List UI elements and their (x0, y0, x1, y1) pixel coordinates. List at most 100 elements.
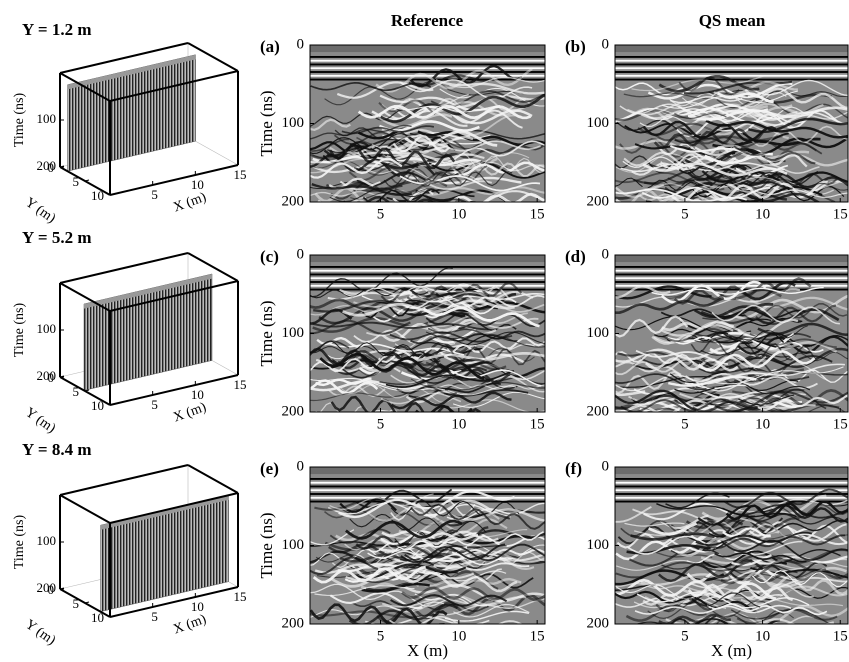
reflection (388, 615, 523, 624)
x-tick-label: 5 (377, 206, 385, 222)
column-title: Reference (391, 11, 464, 30)
reflection (651, 286, 824, 296)
x-tick-label: 15 (833, 416, 848, 432)
y-tick (109, 193, 115, 196)
reflection (704, 534, 846, 549)
reflection (450, 160, 545, 178)
reflection (636, 591, 810, 609)
reflection (451, 548, 545, 556)
reflection (673, 277, 812, 305)
reflection (428, 198, 496, 202)
cube-edge (109, 280, 239, 312)
cube-edge (109, 374, 239, 406)
reflection (343, 283, 496, 297)
reflection (434, 363, 545, 381)
reflection (378, 623, 379, 624)
reflection (427, 143, 545, 163)
reflection (662, 327, 743, 343)
reflection (644, 357, 739, 372)
reflection (359, 566, 456, 583)
air-band (310, 255, 545, 263)
reflection (725, 294, 848, 320)
y-tick (109, 403, 115, 406)
x-tick-label: 15 (234, 589, 247, 604)
x-tick-label: 10 (755, 416, 770, 432)
reflection (310, 118, 351, 132)
y-axis-title: Time (ns) (257, 91, 276, 157)
reflection (620, 520, 786, 538)
direct-wave (615, 63, 848, 66)
cube-edge (109, 586, 239, 618)
y-tick-label: 200 (282, 193, 305, 209)
direct-wave (615, 74, 848, 77)
reflection (424, 626, 524, 638)
reflection (312, 321, 489, 331)
reflection (310, 146, 444, 168)
reflection (690, 329, 812, 341)
reflection (735, 325, 808, 343)
x-axis-title: X (m) (171, 190, 208, 216)
reflection (310, 157, 403, 179)
reflection (310, 583, 471, 607)
y-tick-label: 100 (587, 325, 610, 341)
reflection (667, 176, 729, 186)
grid-edge (187, 136, 239, 166)
air-band (615, 255, 848, 263)
direct-wave (310, 281, 545, 283)
direct-wave (615, 485, 848, 488)
y-axis-title: Y (m) (22, 617, 58, 649)
reflection (635, 349, 729, 365)
reflection (701, 494, 827, 521)
y-tick-label: 5 (73, 384, 80, 399)
reflection (648, 522, 698, 536)
reflection (616, 559, 729, 571)
reflection (446, 502, 545, 521)
reflection (615, 389, 697, 412)
reflection (437, 381, 545, 391)
direct-wave (310, 273, 545, 276)
reflection (390, 500, 476, 521)
x-tick-label: 15 (530, 206, 545, 222)
x-tick-label: 15 (530, 628, 545, 644)
reflection (389, 331, 491, 343)
x-axis-title: X (m) (171, 400, 208, 426)
reflection (385, 369, 515, 388)
x-tick-label: 5 (377, 628, 385, 644)
radargram (615, 45, 848, 202)
x-tick-label: 15 (833, 628, 848, 644)
x-tick-label: 5 (151, 609, 158, 624)
reflection (440, 94, 545, 109)
reflection (445, 301, 545, 314)
reflection (439, 87, 545, 107)
x-tick-label: 10 (451, 628, 466, 644)
reflection (410, 503, 545, 530)
reflection (361, 582, 430, 593)
reflection (396, 385, 457, 396)
direct-wave (615, 481, 848, 484)
reflection (725, 500, 848, 521)
reflection (751, 569, 848, 587)
reflection (700, 336, 837, 348)
y-tick-label: 10 (91, 398, 104, 413)
reflection (757, 394, 848, 411)
y-axis-title: Time (ns) (257, 513, 276, 579)
direct-wave (310, 71, 545, 73)
direct-wave (615, 59, 848, 62)
y-tick (109, 615, 115, 618)
reflection (382, 109, 468, 127)
reflection (395, 623, 401, 624)
reflection (733, 141, 823, 156)
radargram (310, 467, 545, 638)
reflection (330, 395, 482, 412)
reflection (642, 162, 788, 177)
reflection (688, 106, 848, 121)
slice-top (84, 273, 212, 309)
y-tick-label: 10 (91, 610, 104, 625)
x-axis-title: X (m) (407, 641, 448, 660)
reflection (694, 146, 736, 157)
reflection (365, 616, 490, 624)
row-label: Y = 5.2 m (22, 228, 92, 247)
reflection (615, 351, 695, 365)
reflection (711, 305, 840, 325)
x-tick-label: 15 (234, 377, 247, 392)
